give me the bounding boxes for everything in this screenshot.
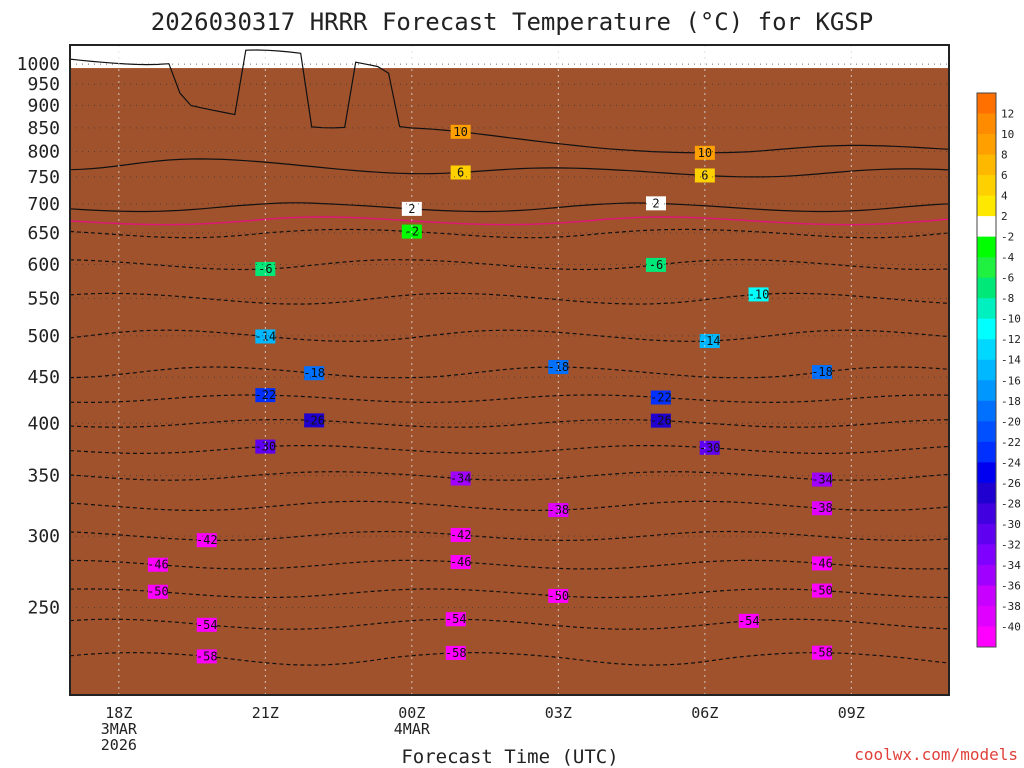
- chart-title: 2026030317 HRRR Forecast Temperature (°C…: [151, 8, 873, 36]
